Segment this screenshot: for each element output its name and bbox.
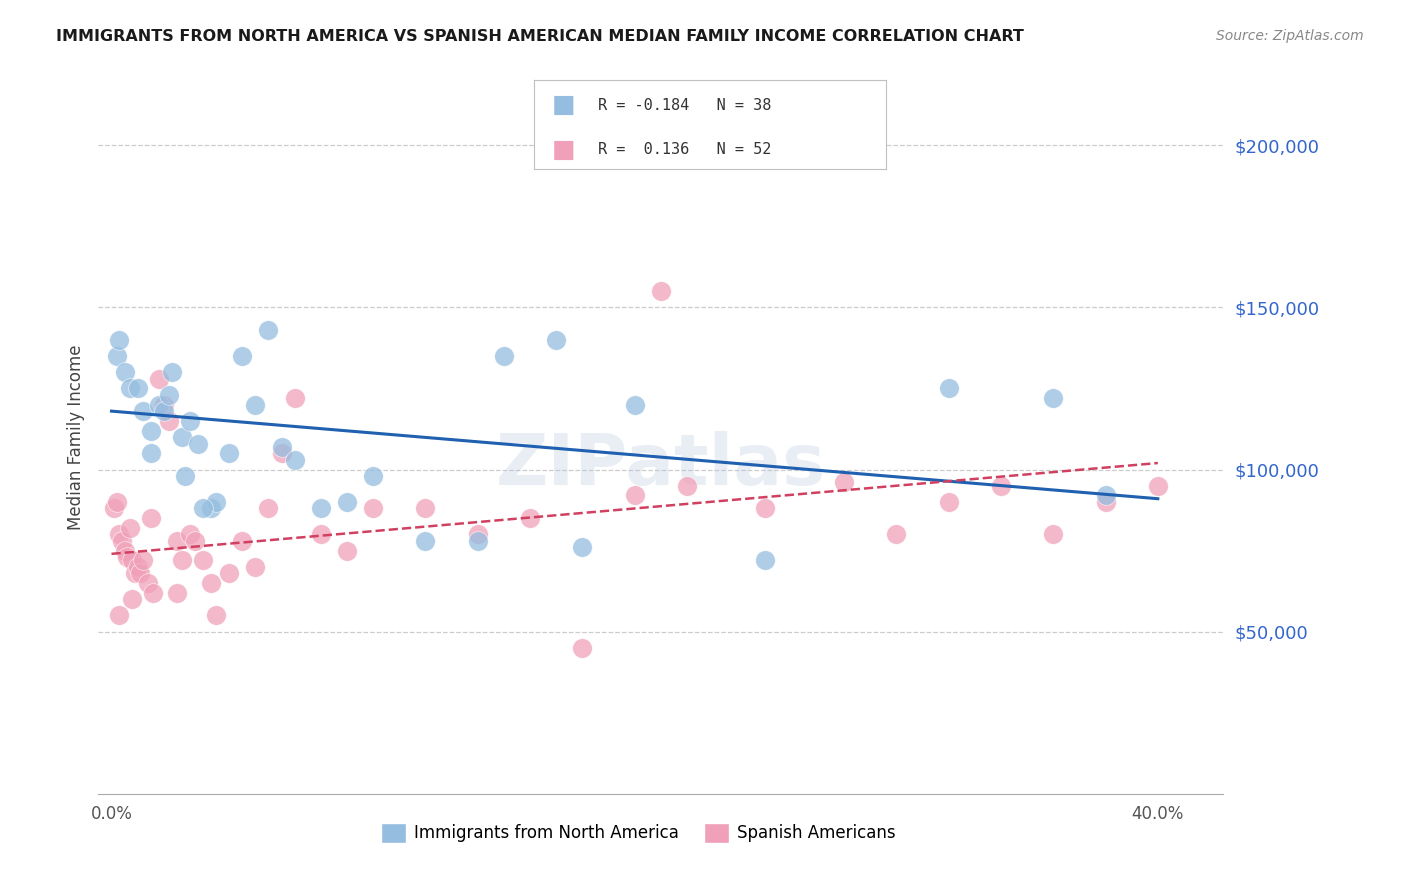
Point: [173, 469, 195, 483]
Point: [884, 527, 907, 541]
Point: [205, 608, 228, 623]
Point: [179, 414, 201, 428]
Point: [361, 469, 384, 483]
Point: [218, 446, 240, 460]
Point: [257, 323, 280, 337]
Text: ■: ■: [551, 94, 575, 117]
Text: IMMIGRANTS FROM NORTH AMERICA VS SPANISH AMERICAN MEDIAN FAMILY INCOME CORRELATI: IMMIGRANTS FROM NORTH AMERICA VS SPANISH…: [56, 29, 1024, 44]
Point: [519, 511, 541, 525]
Point: [179, 527, 201, 541]
Point: [114, 365, 136, 379]
Point: [336, 495, 359, 509]
Point: [108, 333, 131, 347]
Point: [115, 550, 138, 565]
Point: [231, 533, 253, 548]
Point: [205, 495, 228, 509]
Point: [1042, 527, 1064, 541]
Point: [1146, 479, 1168, 493]
Point: [200, 501, 222, 516]
Point: [184, 533, 207, 548]
Point: [309, 527, 332, 541]
Point: [546, 333, 568, 347]
Legend: Immigrants from North America, Spanish Americans: Immigrants from North America, Spanish A…: [374, 816, 903, 850]
Point: [245, 559, 267, 574]
Point: [284, 452, 307, 467]
Point: [467, 527, 489, 541]
Point: [139, 511, 162, 525]
Point: [938, 495, 960, 509]
Point: [118, 521, 141, 535]
Point: [270, 446, 292, 460]
Point: [142, 586, 165, 600]
Text: R =  0.136   N = 52: R = 0.136 N = 52: [598, 143, 770, 157]
Point: [191, 553, 214, 567]
Point: [136, 576, 159, 591]
Point: [245, 398, 267, 412]
Point: [148, 398, 170, 412]
Point: [108, 527, 131, 541]
Point: [166, 533, 188, 548]
Point: [650, 284, 672, 298]
Point: [832, 475, 855, 490]
Point: [1042, 391, 1064, 405]
Point: [415, 501, 437, 516]
Point: [200, 576, 222, 591]
Point: [191, 501, 214, 516]
Point: [492, 349, 515, 363]
Point: [127, 559, 149, 574]
Point: [571, 640, 593, 655]
Point: [990, 479, 1012, 493]
Point: [139, 446, 162, 460]
Point: [257, 501, 280, 516]
Point: [270, 440, 292, 454]
Point: [153, 398, 176, 412]
Point: [148, 372, 170, 386]
Point: [754, 553, 776, 567]
Point: [284, 391, 307, 405]
Point: [132, 553, 155, 567]
Point: [336, 543, 359, 558]
Point: [139, 424, 162, 438]
Point: [132, 404, 155, 418]
Point: [1094, 495, 1116, 509]
Text: Source: ZipAtlas.com: Source: ZipAtlas.com: [1216, 29, 1364, 43]
Point: [103, 501, 125, 516]
Point: [623, 488, 645, 502]
Point: [218, 566, 240, 581]
Text: R = -0.184   N = 38: R = -0.184 N = 38: [598, 98, 770, 112]
Point: [127, 381, 149, 395]
Point: [118, 381, 141, 395]
Point: [571, 541, 593, 555]
Point: [111, 533, 134, 548]
Point: [467, 533, 489, 548]
Point: [121, 592, 143, 607]
Point: [114, 543, 136, 558]
Point: [172, 553, 194, 567]
Point: [676, 479, 699, 493]
Point: [172, 430, 194, 444]
Point: [415, 533, 437, 548]
Point: [361, 501, 384, 516]
Point: [309, 501, 332, 516]
Point: [231, 349, 253, 363]
Point: [157, 388, 180, 402]
Point: [754, 501, 776, 516]
Y-axis label: Median Family Income: Median Family Income: [66, 344, 84, 530]
Point: [1094, 488, 1116, 502]
Text: ZIPatlas: ZIPatlas: [496, 431, 825, 500]
Point: [187, 436, 209, 450]
Point: [623, 398, 645, 412]
Point: [121, 553, 143, 567]
Point: [153, 404, 176, 418]
Point: [160, 365, 183, 379]
Point: [124, 566, 146, 581]
Point: [105, 349, 128, 363]
Point: [157, 414, 180, 428]
Point: [105, 495, 128, 509]
Point: [938, 381, 960, 395]
Point: [129, 566, 152, 581]
Point: [166, 586, 188, 600]
Text: ■: ■: [551, 138, 575, 161]
Point: [108, 608, 131, 623]
